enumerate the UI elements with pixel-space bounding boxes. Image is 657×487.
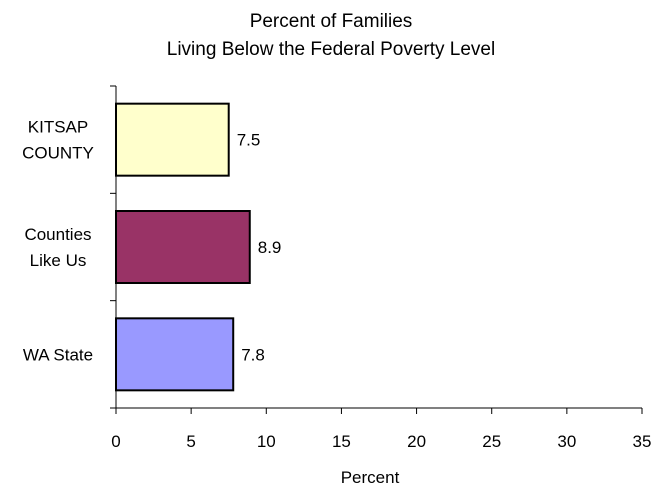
x-tick-label: 30 — [557, 432, 576, 451]
category-label: WA State — [23, 345, 93, 364]
x-tick-label: 20 — [407, 432, 426, 451]
plot-area: 0 5 10 15 20 25 30 35 7.5 KITSAP COUNTY 8.9 Counties… — [22, 85, 652, 451]
bar — [115, 102, 230, 177]
x-tick-label: 0 — [111, 432, 120, 451]
x-tick-label: 10 — [257, 432, 276, 451]
category-label: Like Us — [30, 251, 87, 270]
value-label: 7.5 — [237, 131, 261, 150]
chart-subtitle: Living Below the Federal Poverty Level — [167, 39, 495, 60]
x-axis-title: Percent — [341, 468, 400, 487]
category-label: Counties — [24, 225, 91, 244]
chart-title: Percent of Families — [250, 11, 413, 32]
x-tick-label: 35 — [633, 432, 652, 451]
bar — [115, 210, 251, 284]
value-label: 7.8 — [241, 345, 265, 364]
x-tick-label: 5 — [186, 432, 195, 451]
category-label: COUNTY — [22, 144, 94, 163]
bar — [115, 317, 235, 392]
x-tick-label: 25 — [482, 432, 501, 451]
value-label: 8.9 — [258, 238, 282, 257]
category-label: KITSAP — [28, 118, 88, 137]
x-tick-label: 15 — [332, 432, 351, 451]
